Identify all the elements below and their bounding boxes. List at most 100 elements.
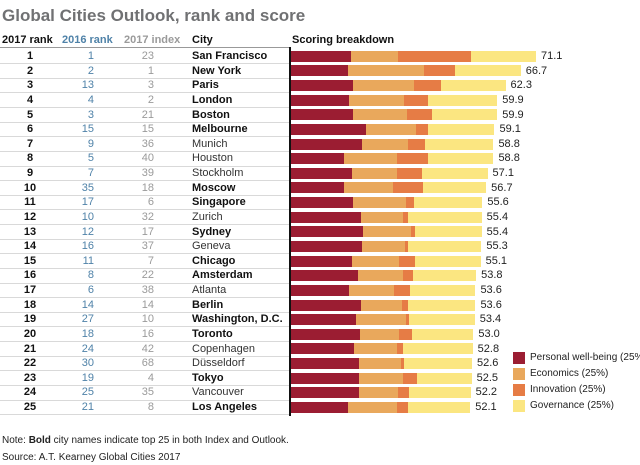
bar-segment-personal (290, 211, 361, 223)
score-label: 53.8 (481, 269, 503, 282)
bar-segment-governance (407, 299, 476, 311)
index-2017: 1 (147, 64, 154, 77)
bar-segment-innovation (402, 299, 408, 311)
rank-2017: 16 (23, 269, 37, 282)
city-name: Moscow (192, 181, 236, 194)
bar-segment-innovation (407, 138, 426, 150)
bar-segment-economics (349, 94, 405, 106)
bar-segment-innovation (406, 109, 432, 121)
row-divider (0, 224, 289, 226)
bar-segment-personal (290, 358, 360, 370)
bar-segment-economics (348, 65, 425, 77)
row-divider (0, 165, 289, 167)
row-divider (0, 209, 289, 211)
score-label: 53.4 (479, 313, 502, 326)
rank-2016: 15 (81, 123, 94, 136)
rank-2016: 6 (87, 284, 94, 297)
score-label: 53.6 (480, 298, 502, 311)
index-2017: 21 (141, 108, 154, 121)
bar-segment-governance (428, 153, 494, 165)
index-2017: 22 (141, 269, 154, 282)
rank-2016: 21 (81, 401, 94, 414)
legend-swatch (513, 400, 525, 412)
bar-segment-innovation (397, 387, 410, 399)
score-label: 57.1 (492, 167, 514, 180)
row-divider (0, 341, 289, 343)
bar-segment-personal (290, 299, 361, 311)
row-divider (0, 136, 289, 138)
source-note: Source: A.T. Kearney Global Cities 2017 (2, 452, 181, 463)
score-label: 71.1 (541, 50, 563, 62)
row-divider (0, 63, 289, 65)
rank-2017: 19 (23, 313, 37, 326)
index-2017: 10 (141, 313, 154, 326)
score-label: 55.1 (485, 254, 508, 267)
city-name: Vancouver (192, 386, 244, 399)
index-2017: 68 (141, 357, 154, 370)
score-label: 55.6 (487, 196, 509, 209)
city-name: Paris (192, 79, 219, 92)
rank-2017: 21 (23, 342, 37, 355)
rank-2017: 13 (23, 225, 37, 238)
score-label: 52.5 (476, 371, 499, 384)
rank-2017: 14 (23, 240, 37, 253)
bar-segment-innovation (396, 167, 423, 179)
bar-segment-innovation (405, 197, 414, 209)
row-divider (0, 107, 289, 109)
city-name: Munich (192, 137, 228, 150)
bar-segment-innovation (394, 284, 411, 296)
score-label: 55.4 (486, 210, 509, 223)
index-2017: 38 (141, 284, 154, 297)
rank-2016: 27 (81, 313, 94, 326)
row-divider (0, 326, 289, 328)
index-2017: 15 (141, 123, 154, 136)
rank-2017: 10 (23, 181, 37, 194)
city-name: Zurich (192, 210, 223, 223)
score-label: 59.9 (502, 108, 524, 121)
city-name: Houston (192, 152, 233, 165)
bar-segment-economics (359, 358, 401, 370)
bar-segment-governance (428, 123, 495, 135)
bar-segment-economics (361, 138, 408, 150)
bar-segment-economics (359, 328, 400, 340)
rank-2017: 6 (26, 123, 34, 136)
bar-segment-governance (409, 387, 471, 399)
rank-2017: 8 (26, 152, 34, 165)
rank-2017: 23 (23, 371, 37, 384)
bar-segment-governance (412, 270, 477, 282)
bar-segment-governance (408, 211, 482, 223)
row-divider (0, 253, 289, 255)
score-label: 52.1 (475, 401, 497, 414)
score-label: 55.4 (486, 225, 509, 238)
index-2017: 6 (147, 196, 154, 209)
header-2017-rank: 2017 rank (2, 34, 53, 46)
rank-2017: 20 (23, 327, 37, 340)
rank-2017: 25 (23, 401, 37, 414)
legend-swatch (513, 384, 525, 396)
row-divider (0, 399, 289, 401)
score-label: 52.2 (475, 386, 498, 399)
rank-2016: 18 (81, 327, 94, 340)
legend-label: Governance (25%) (530, 400, 614, 411)
bar-segment-governance (407, 240, 482, 252)
header-city: City (192, 34, 213, 46)
bar-segment-economics (360, 211, 404, 223)
rank-2017: 1 (26, 50, 34, 62)
rank-2017: 2 (26, 64, 34, 77)
bar-segment-governance (455, 65, 521, 77)
rank-2016: 1 (87, 50, 94, 62)
bar-segment-innovation (403, 211, 409, 223)
bar-segment-personal (290, 197, 354, 209)
index-2017: 16 (141, 327, 154, 340)
city-name: Los Angeles (192, 401, 257, 414)
city-name: Berlin (192, 298, 224, 311)
bar-segment-personal (290, 65, 349, 77)
bar-segment-economics (361, 240, 405, 252)
score-label: 58.8 (498, 137, 520, 150)
city-name: Boston (192, 108, 230, 121)
rank-2016: 2 (87, 64, 94, 77)
rank-2016: 9 (87, 137, 94, 150)
bar-segment-governance (409, 314, 475, 326)
bar-segment-economics (363, 226, 411, 238)
rank-2017: 17 (23, 284, 37, 297)
